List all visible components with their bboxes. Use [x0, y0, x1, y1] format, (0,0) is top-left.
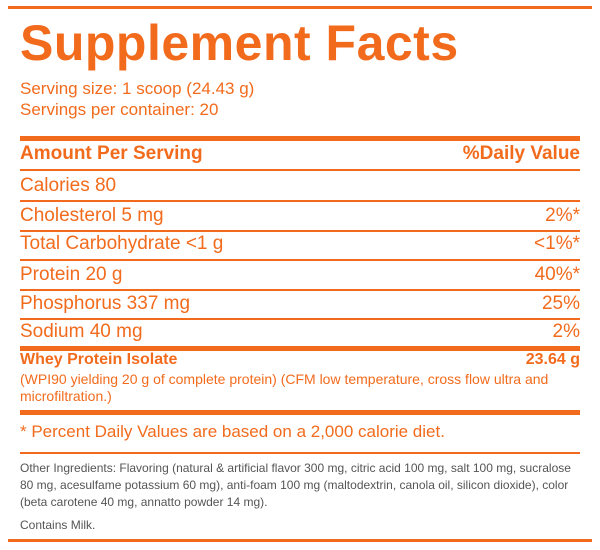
whey-protein-row: Whey Protein Isolate 23.64 g	[20, 349, 580, 371]
servings-per-container: Servings per container: 20	[20, 100, 219, 119]
whey-name: Whey Protein Isolate	[20, 351, 178, 368]
amount-per-serving-header: Amount Per Serving	[20, 143, 203, 164]
whey-description: (WPI90 yielding 20 g of complete protein…	[20, 371, 549, 404]
row-divider	[20, 200, 580, 202]
column-header: Amount Per Serving %Daily Value	[20, 141, 580, 167]
nutrient-row: Total Carbohydrate <1 g <1%*	[20, 231, 580, 257]
nutrient-dv: 2%	[552, 321, 580, 342]
divider-thick-top	[20, 136, 580, 141]
row-divider	[20, 318, 580, 320]
divider-thick-middle	[20, 346, 580, 351]
daily-value-footnote: * Percent Daily Values are based on a 2,…	[20, 422, 445, 441]
nutrient-dv: 2%*	[545, 205, 580, 226]
nutrient-name: Cholesterol 5 mg	[20, 205, 164, 226]
nutrient-dv: 40%*	[534, 264, 580, 285]
nutrient-row: Protein 20 g 40%*	[20, 262, 580, 288]
nutrient-name: Calories 80	[20, 175, 117, 196]
divider-footnote	[20, 452, 580, 454]
row-divider	[20, 289, 580, 291]
nutrient-row: Cholesterol 5 mg 2%*	[20, 203, 580, 229]
nutrient-name: Phosphorus 337 mg	[20, 293, 191, 314]
row-divider	[20, 230, 580, 232]
nutrient-dv: 25%	[541, 293, 580, 314]
nutrient-name: Total Carbohydrate <1 g	[20, 233, 224, 254]
divider-header	[20, 169, 580, 171]
daily-value-header: %Daily Value	[462, 143, 580, 164]
row-divider	[20, 259, 580, 261]
divider-thick-bottom	[20, 410, 580, 415]
nutrient-name: Sodium 40 mg	[20, 321, 143, 342]
panel-title: Supplement Facts	[20, 15, 459, 71]
nutrient-name: Protein 20 g	[20, 264, 123, 285]
nutrient-row: Calories 80	[20, 173, 580, 199]
supplement-facts-panel: Supplement Facts Serving size: 1 scoop (…	[8, 6, 592, 542]
nutrient-dv: <1%*	[534, 233, 580, 254]
other-ingredients: Other Ingredients: Flavoring (natural & …	[20, 461, 571, 509]
nutrient-row: Sodium 40 mg 2%	[20, 319, 580, 345]
whey-amount: 23.64 g	[525, 351, 580, 368]
nutrient-row: Phosphorus 337 mg 25%	[20, 291, 580, 317]
serving-size: Serving size: 1 scoop (24.43 g)	[20, 79, 255, 98]
allergen-statement: Contains Milk.	[20, 518, 96, 532]
